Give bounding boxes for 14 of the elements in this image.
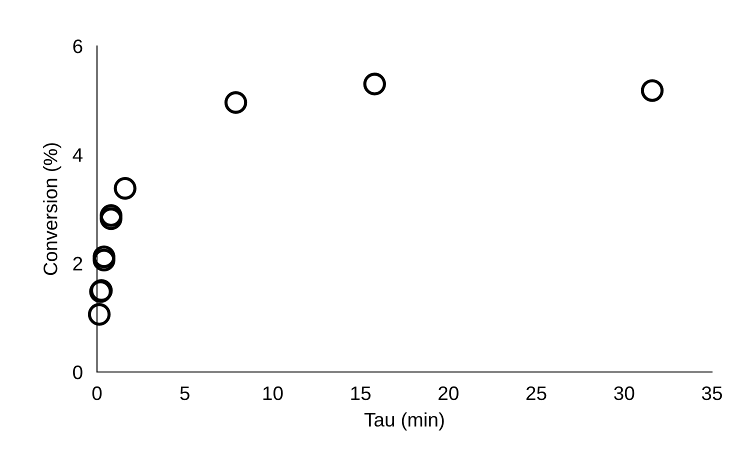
y-tick-label: 6 — [73, 39, 82, 54]
x-tick-label: 10 — [263, 386, 283, 400]
y-tick-label: 0 — [73, 365, 82, 380]
x-tick-label: 0 — [92, 386, 102, 400]
x-axis-title: Tau (min) — [364, 412, 444, 430]
x-tick-label: 5 — [180, 386, 190, 400]
y-axis-title: Conversion (%) — [43, 143, 62, 276]
y-tick-label: 2 — [73, 256, 82, 270]
x-tick-label: 20 — [438, 386, 458, 400]
x-tick-label: 25 — [526, 386, 546, 400]
x-tick-label: 30 — [614, 386, 634, 400]
x-tick-label: 35 — [702, 386, 722, 400]
y-tick-label: 4 — [72, 148, 83, 162]
x-tick-label: 15 — [351, 386, 371, 400]
